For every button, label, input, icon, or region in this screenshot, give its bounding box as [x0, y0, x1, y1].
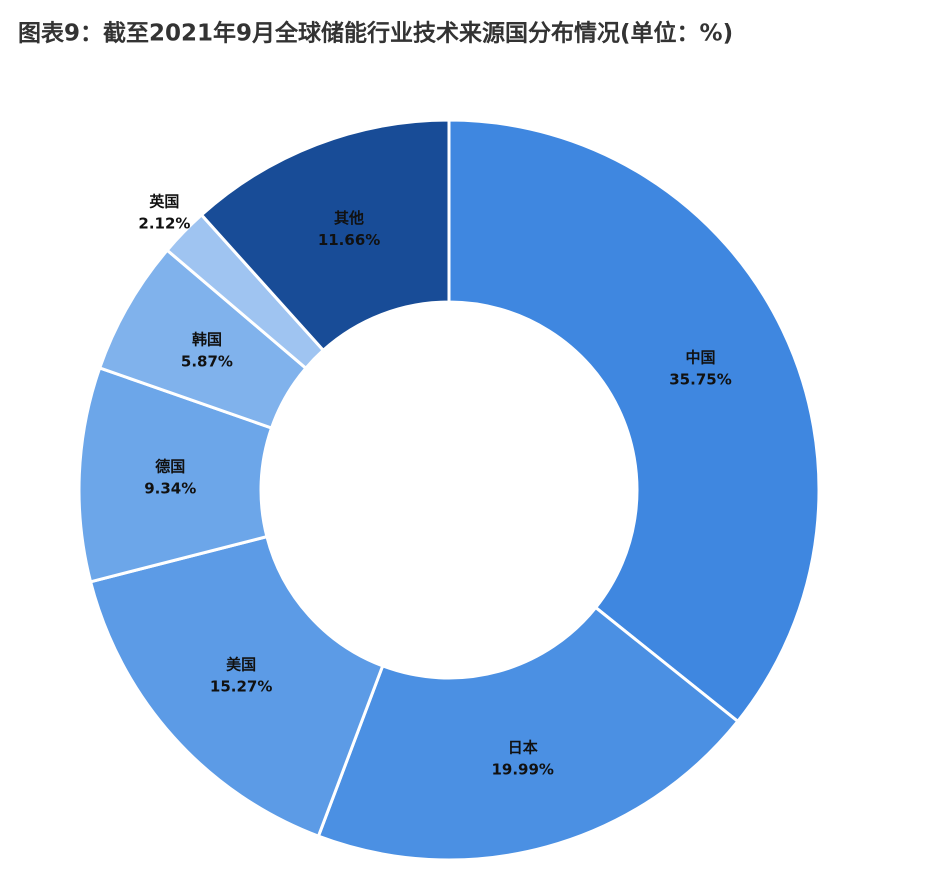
- chart-title: 图表9：截至2021年9月全球储能行业技术来源国分布情况(单位：%): [18, 20, 733, 47]
- slice: [88, 534, 385, 839]
- value-label: 11.66%: [318, 231, 380, 249]
- slice-label: 中国: [685, 349, 715, 367]
- slice-label: 其他: [334, 209, 364, 227]
- value-label: 9.34%: [144, 480, 196, 498]
- slice-label: 德国: [155, 458, 185, 476]
- value-label: 5.87%: [181, 353, 233, 371]
- slice: [199, 118, 451, 353]
- slice-label: 英国: [149, 193, 179, 211]
- value-label: 15.27%: [210, 678, 272, 696]
- slice-label: 韩国: [192, 331, 222, 349]
- slice-label: 美国: [226, 656, 256, 674]
- slice: [447, 118, 821, 724]
- value-label: 35.75%: [669, 371, 731, 389]
- value-label: 2.12%: [138, 215, 190, 233]
- slice-label: 日本: [508, 739, 538, 757]
- slice: [316, 605, 740, 862]
- value-label: 19.99%: [491, 761, 553, 779]
